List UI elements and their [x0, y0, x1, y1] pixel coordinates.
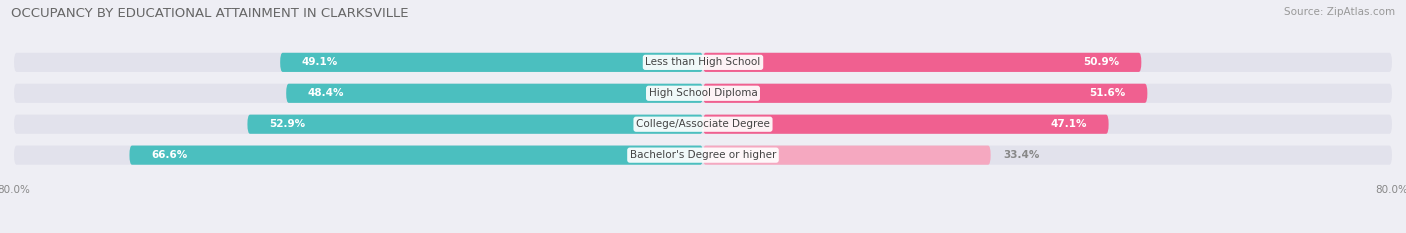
Text: 33.4%: 33.4%	[1004, 150, 1040, 160]
FancyBboxPatch shape	[129, 146, 703, 165]
FancyBboxPatch shape	[14, 146, 1392, 165]
FancyBboxPatch shape	[14, 84, 1392, 103]
Text: 66.6%: 66.6%	[150, 150, 187, 160]
Text: 49.1%: 49.1%	[302, 57, 337, 67]
FancyBboxPatch shape	[703, 84, 1147, 103]
Text: 50.9%: 50.9%	[1084, 57, 1119, 67]
Text: 48.4%: 48.4%	[308, 88, 344, 98]
Text: 52.9%: 52.9%	[269, 119, 305, 129]
Text: Source: ZipAtlas.com: Source: ZipAtlas.com	[1284, 7, 1395, 17]
FancyBboxPatch shape	[287, 84, 703, 103]
Text: 51.6%: 51.6%	[1090, 88, 1126, 98]
FancyBboxPatch shape	[280, 53, 703, 72]
Text: College/Associate Degree: College/Associate Degree	[636, 119, 770, 129]
FancyBboxPatch shape	[703, 115, 1108, 134]
FancyBboxPatch shape	[247, 115, 703, 134]
Text: High School Diploma: High School Diploma	[648, 88, 758, 98]
Text: Less than High School: Less than High School	[645, 57, 761, 67]
FancyBboxPatch shape	[14, 53, 1392, 72]
Text: Bachelor's Degree or higher: Bachelor's Degree or higher	[630, 150, 776, 160]
FancyBboxPatch shape	[14, 115, 1392, 134]
FancyBboxPatch shape	[703, 53, 1142, 72]
Text: OCCUPANCY BY EDUCATIONAL ATTAINMENT IN CLARKSVILLE: OCCUPANCY BY EDUCATIONAL ATTAINMENT IN C…	[11, 7, 409, 20]
FancyBboxPatch shape	[703, 146, 991, 165]
Text: 47.1%: 47.1%	[1050, 119, 1087, 129]
